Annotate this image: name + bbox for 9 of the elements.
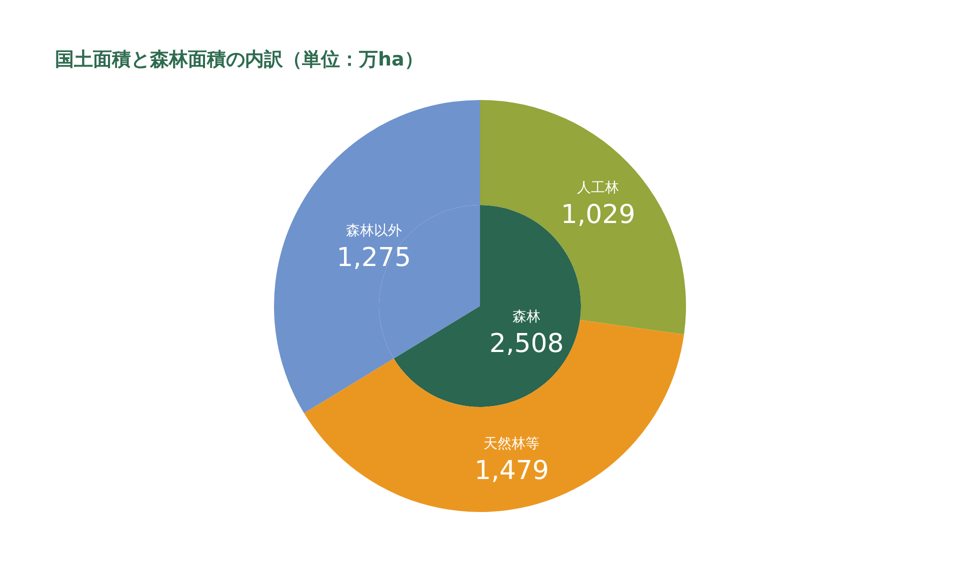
- chart-title: 国土面積と森林面積の内訳（単位：万ha）: [55, 48, 424, 70]
- data-label: 1,029: [560, 200, 636, 230]
- slice-label: 森林: [512, 309, 541, 326]
- data-label: 1,275: [336, 243, 412, 274]
- slice-label: 森林以外: [346, 223, 402, 240]
- slice-label: 人工林: [577, 180, 620, 196]
- data-label: 2,508: [489, 329, 564, 360]
- slice-label: 天然林等: [484, 436, 540, 452]
- data-label: 1,479: [474, 456, 549, 486]
